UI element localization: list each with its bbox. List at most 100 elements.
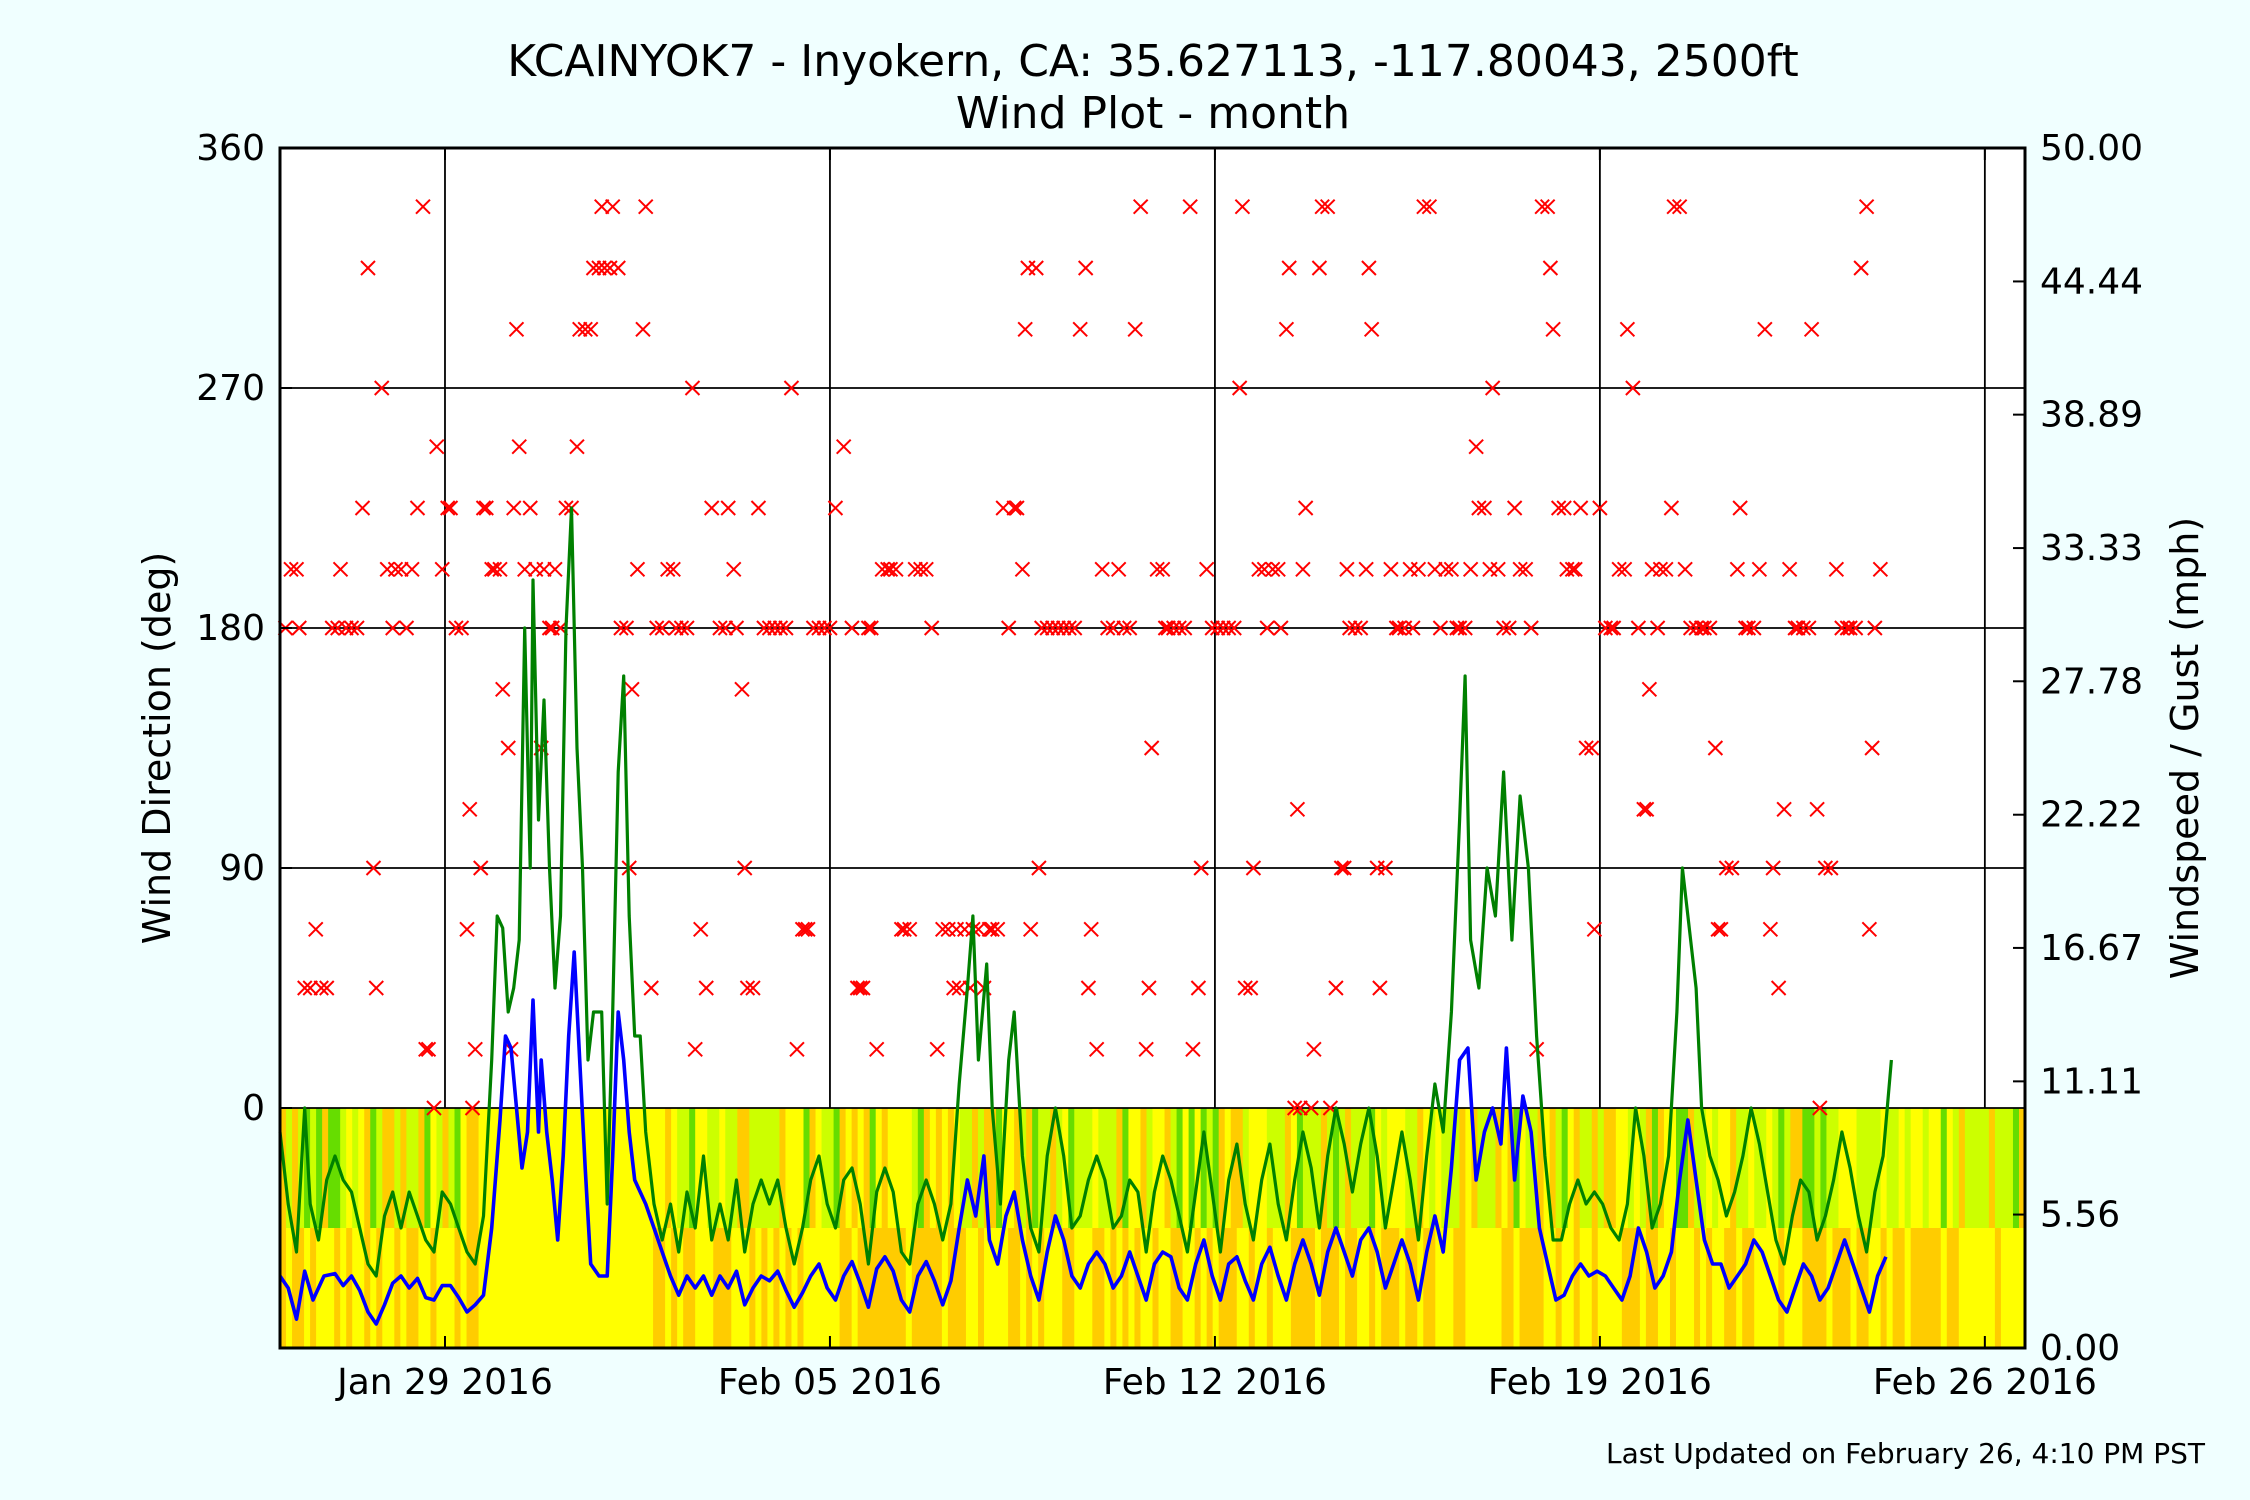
- wind-direction-marker: [1724, 860, 1740, 876]
- wind-direction-marker: [1823, 860, 1839, 876]
- band-segment-top: [1489, 1108, 1497, 1228]
- band-segment-top: [544, 1108, 552, 1228]
- band-segment-bottom: [1874, 1228, 1882, 1348]
- band-segment-top: [893, 1108, 901, 1228]
- band-segment-bottom: [1339, 1228, 1346, 1348]
- band-segment-bottom: [400, 1228, 407, 1348]
- band-segment-bottom: [1266, 1228, 1274, 1348]
- band-segment-top: [484, 1108, 492, 1228]
- wind-direction-marker: [1116, 620, 1132, 636]
- wind-direction-marker: [1707, 740, 1724, 756]
- wind-direction-marker: [453, 620, 470, 636]
- wind-direction-marker: [849, 980, 866, 996]
- band-segment-bottom: [1615, 1228, 1623, 1348]
- wind-direction-marker: [1605, 620, 1622, 636]
- band-segment-top: [592, 1108, 600, 1228]
- band-segment-top: [845, 1108, 853, 1228]
- wind-direction-marker: [1410, 561, 1427, 578]
- band-segment-top: [1441, 1108, 1448, 1228]
- band-segment-top: [322, 1108, 329, 1228]
- wind-direction-marker: [1176, 620, 1193, 636]
- band-segment-top: [1916, 1108, 1924, 1228]
- band-segment-top: [1080, 1108, 1087, 1228]
- band-segment-bottom: [304, 1228, 311, 1348]
- band-segment-bottom: [1260, 1228, 1268, 1348]
- wind-direction-marker: [486, 561, 503, 578]
- band-segment-bottom: [580, 1228, 588, 1348]
- band-segment-bottom: [767, 1228, 775, 1348]
- wind-direction-marker: [1149, 561, 1165, 578]
- band-segment-top: [2018, 1108, 2026, 1228]
- right-axis-tick-label: 44.44: [2040, 261, 2143, 302]
- wind-direction-marker: [1154, 561, 1171, 578]
- band-segment-top: [1435, 1108, 1442, 1228]
- wind-direction-marker: [860, 620, 877, 636]
- band-segment-top: [1429, 1108, 1436, 1228]
- band-segment-top: [1399, 1108, 1406, 1228]
- band-segment-top: [1314, 1108, 1322, 1228]
- band-segment-top: [1657, 1108, 1665, 1228]
- band-segment-bottom: [2012, 1228, 2020, 1348]
- band-segment-top: [1074, 1108, 1081, 1228]
- band-segment-top: [340, 1108, 347, 1228]
- band-segment-bottom: [544, 1228, 552, 1348]
- band-segment-top: [1092, 1108, 1099, 1228]
- band-segment-bottom: [1152, 1228, 1160, 1348]
- band-segment-bottom: [1976, 1228, 1984, 1348]
- wind-direction-marker: [610, 260, 626, 276]
- wind-direction-marker: [1193, 860, 1209, 876]
- band-segment-bottom: [731, 1228, 738, 1348]
- band-segment-bottom: [1820, 1228, 1828, 1348]
- band-segment-bottom: [1044, 1228, 1051, 1348]
- wind-direction-marker: [1006, 500, 1022, 516]
- wind-direction-marker: [1817, 860, 1834, 876]
- band-segment-top: [1188, 1108, 1196, 1228]
- wind-direction-marker: [929, 1041, 945, 1058]
- wind-direction-marker: [665, 561, 681, 578]
- wind-direction-marker: [1237, 980, 1253, 996]
- wind-direction-marker: [805, 620, 822, 636]
- wind-direction-marker: [1105, 620, 1121, 636]
- band-segment-bottom: [502, 1228, 510, 1348]
- band-segment-top: [1904, 1108, 1912, 1228]
- wind-direction-marker: [1080, 980, 1097, 996]
- wind-direction-marker: [1438, 561, 1454, 578]
- wind-direction-marker: [596, 260, 613, 276]
- wind-direction-marker: [291, 620, 307, 636]
- band-segment-top: [887, 1108, 895, 1228]
- band-segment-bottom: [1694, 1228, 1701, 1348]
- band-segment-top: [1152, 1108, 1160, 1228]
- band-segment-bottom: [2000, 1228, 2008, 1348]
- band-segment-top: [929, 1108, 937, 1228]
- band-segment-bottom: [382, 1228, 389, 1348]
- band-segment-bottom: [1507, 1228, 1515, 1348]
- band-segment-top: [1669, 1108, 1677, 1228]
- wind-direction-marker: [1583, 740, 1600, 756]
- wind-direction-marker: [835, 438, 852, 455]
- band-segment-top: [1110, 1108, 1117, 1228]
- band-segment-top: [1272, 1108, 1280, 1228]
- band-segment-top: [1519, 1108, 1527, 1228]
- band-segment-bottom: [568, 1228, 576, 1348]
- band-segment-bottom: [1290, 1228, 1298, 1348]
- wind-direction-marker: [1592, 500, 1608, 516]
- band-segment-bottom: [935, 1228, 943, 1348]
- band-segment-bottom: [719, 1228, 726, 1348]
- band-segment-bottom: [1591, 1228, 1599, 1348]
- wind-direction-marker: [1809, 801, 1825, 818]
- wind-direction-marker: [1572, 500, 1589, 516]
- wind-direction-marker: [684, 380, 701, 396]
- band-segment-top: [1026, 1108, 1033, 1228]
- band-segment-top: [1940, 1108, 1948, 1228]
- band-segment-bottom: [1104, 1228, 1111, 1348]
- wind-direction-marker: [1861, 921, 1878, 938]
- band-segment-bottom: [1531, 1228, 1539, 1348]
- wind-direction-marker: [1638, 801, 1655, 818]
- wind-direction-marker: [349, 620, 365, 636]
- band-segment-bottom: [1676, 1228, 1683, 1348]
- wind-direction-marker: [635, 321, 651, 338]
- wind-direction-marker: [1264, 561, 1281, 578]
- band-segment-top: [797, 1108, 805, 1228]
- wind-direction-marker: [1457, 620, 1473, 636]
- wind-speed-band-layer: [280, 1108, 2026, 1348]
